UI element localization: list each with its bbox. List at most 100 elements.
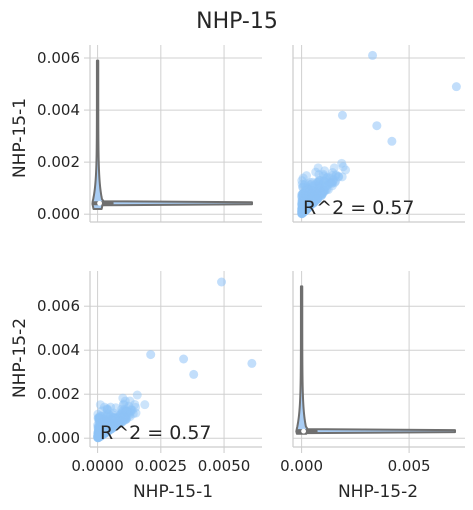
scatter-point [307, 194, 317, 204]
scatter-point [309, 188, 319, 198]
scatter-point [115, 413, 125, 423]
scatter-point [312, 182, 322, 192]
scatter-point [341, 165, 351, 175]
scatter-point [104, 416, 114, 426]
scatter-point [298, 205, 308, 215]
scatter-point [309, 190, 319, 200]
scatter-point [307, 198, 317, 208]
scatter-point [101, 424, 111, 434]
scatter-point [320, 185, 330, 195]
scatter-point [320, 183, 330, 193]
scatter-point [107, 418, 117, 428]
scatter-point [299, 194, 309, 204]
scatter-point [100, 424, 110, 434]
scatter-point [115, 416, 125, 426]
scatter-point [98, 428, 108, 438]
scatter-point [307, 193, 317, 203]
scatter-point [313, 191, 323, 201]
scatter-point [312, 194, 322, 204]
scatter-point [299, 203, 309, 213]
scatter-point [93, 431, 103, 441]
scatter-point [114, 417, 124, 427]
scatter-point [102, 422, 112, 432]
scatter-point [108, 423, 118, 433]
scatter-point [97, 425, 107, 435]
scatter-point [100, 428, 110, 438]
scatter-point [301, 194, 311, 204]
scatter-point [97, 415, 107, 425]
scatter-point [306, 195, 316, 205]
scatter-point [306, 197, 316, 207]
scatter-point [119, 412, 129, 422]
scatter-point [98, 426, 108, 436]
scatter-point [94, 431, 104, 441]
scatter-point [372, 121, 382, 131]
scatter-point [93, 428, 103, 438]
scatter-point [109, 421, 119, 431]
scatter-point [97, 420, 107, 430]
scatter-point [104, 421, 114, 431]
scatter-point [315, 187, 325, 197]
scatter-point [119, 411, 129, 421]
y-tick-label: 0.004 [37, 101, 80, 119]
scatter-point [299, 207, 309, 217]
scatter-point [302, 199, 312, 209]
scatter-point [121, 413, 131, 423]
scatter-point [117, 413, 127, 423]
scatter-point [95, 428, 105, 438]
scatter-point [298, 194, 308, 204]
scatter-point [315, 183, 325, 193]
scatter-point [102, 417, 112, 427]
scatter-point [297, 207, 307, 217]
scatter-point [121, 414, 131, 424]
scatter-point [104, 417, 114, 427]
scatter-point [299, 206, 309, 216]
scatter-point [93, 430, 103, 440]
scatter-point [94, 430, 104, 440]
scatter-point [300, 206, 310, 216]
scatter-point [97, 429, 107, 439]
scatter-point [311, 167, 321, 177]
scatter-point [320, 166, 330, 176]
scatter-point [328, 168, 338, 178]
scatter-point [112, 418, 122, 428]
scatter-point [297, 201, 307, 211]
scatter-point [298, 199, 308, 209]
scatter-point [307, 189, 317, 199]
scatter-point [94, 416, 104, 426]
scatter-point [301, 204, 311, 214]
scatter-point [298, 188, 308, 198]
scatter-point [95, 420, 105, 430]
scatter-point [113, 417, 123, 427]
scatter-point [93, 431, 103, 441]
scatter-point [300, 204, 310, 214]
scatter-point [302, 202, 312, 212]
scatter-point [94, 430, 104, 440]
scatter-point [94, 429, 104, 439]
scatter-point [96, 411, 106, 421]
scatter-point [131, 402, 141, 412]
scatter-point [298, 207, 308, 217]
scatter-point [98, 429, 108, 439]
scatter-point [301, 205, 311, 215]
scatter-point [102, 421, 112, 431]
scatter-points [93, 277, 257, 443]
scatter-point [96, 430, 106, 440]
scatter-point [297, 176, 307, 186]
scatter-point [122, 406, 132, 416]
scatter-point [108, 417, 118, 427]
scatter-point [307, 197, 317, 207]
scatter-point [297, 206, 307, 216]
scatter-point [95, 430, 105, 440]
scatter-point [303, 202, 313, 212]
scatter-point [109, 408, 119, 418]
scatter-point [301, 204, 311, 214]
scatter-point [319, 171, 329, 181]
scatter-point [96, 426, 106, 436]
scatter-point [100, 422, 110, 432]
scatter-point [95, 431, 105, 441]
scatter-point [96, 431, 106, 441]
scatter-point [297, 208, 307, 218]
scatter-point [297, 208, 307, 218]
scatter-point [101, 424, 111, 434]
